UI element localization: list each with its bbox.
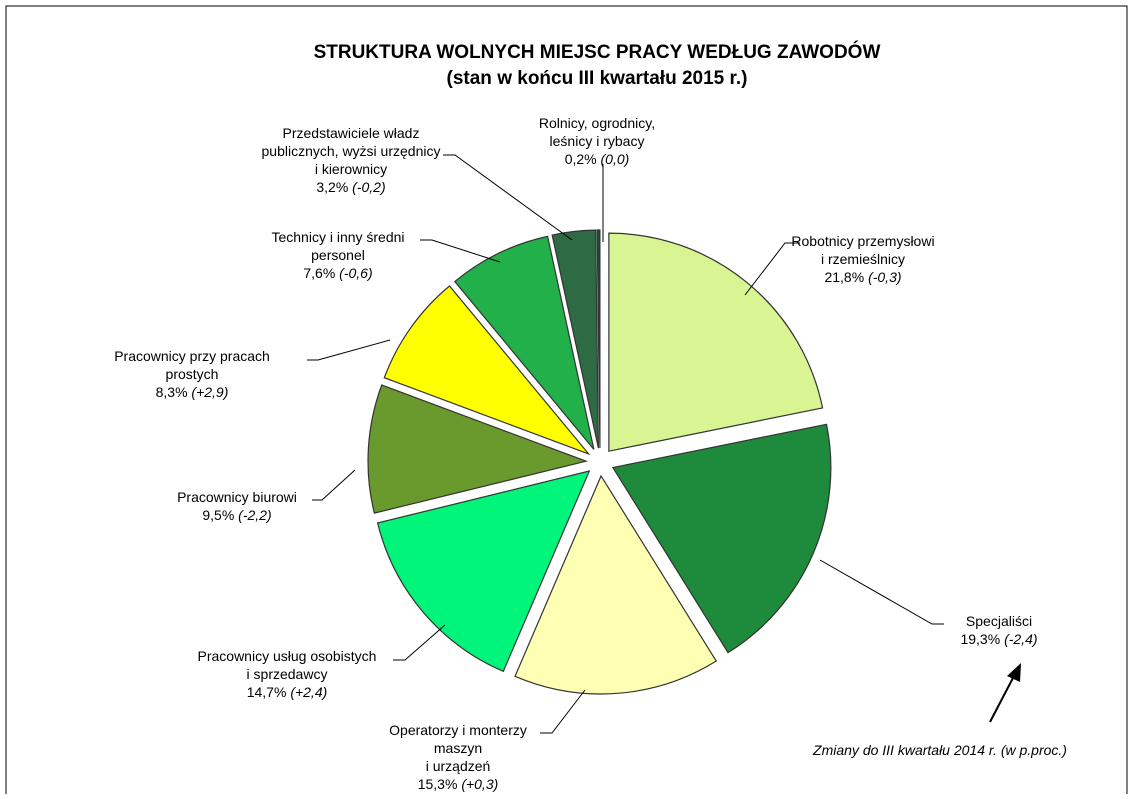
slice-label-line: maszyn xyxy=(434,740,482,756)
slice-label-line: i sprzedawcy xyxy=(247,666,328,682)
slice-label: Specjaliści xyxy=(966,613,1032,629)
chart-subtitle: (stan w końcu III kwartału 2015 r.) xyxy=(447,68,748,89)
slice-label-line: personel xyxy=(311,247,365,263)
annotation-arrow xyxy=(989,675,1015,723)
value-label: 3,2% xyxy=(316,179,348,195)
slice-value: 14,7% (+2,4) xyxy=(247,684,328,700)
slice-label: Rolnicy, ogrodnicy, leśnicy i rybacy xyxy=(539,115,655,149)
leader-line xyxy=(393,624,446,661)
slice-label: Operatorzy i monterzy maszyn i urządzeń xyxy=(389,722,527,774)
change-label: (0,0) xyxy=(601,151,630,167)
value-label: 7,6% xyxy=(303,265,335,281)
value-label: 14,7% xyxy=(247,684,287,700)
leader-line xyxy=(420,239,501,263)
change-label: (+2,4) xyxy=(290,684,327,700)
leader-line xyxy=(307,339,391,361)
value-label: 8,3% xyxy=(156,384,188,400)
slice-value: 19,3% (-2,4) xyxy=(960,631,1037,647)
slice-label-line: publicznych, wyżsi urzędnicy xyxy=(262,143,441,159)
slice-label: Pracownicy biurowi xyxy=(177,489,297,505)
chart-title: STRUKTURA WOLNYCH MIEJSC PRACY WEDŁUG ZA… xyxy=(314,41,881,63)
slice-label-line: Operatorzy i monterzy xyxy=(389,722,527,738)
pie-slice xyxy=(611,423,832,654)
change-label: (-2,2) xyxy=(238,507,271,523)
leader-line xyxy=(443,154,573,241)
slice-value: 9,5% (-2,2) xyxy=(202,507,271,523)
slice-label-line: leśnicy i rybacy xyxy=(550,133,645,149)
slice-value: 15,3% (+0,3) xyxy=(418,776,499,792)
slice-label-line: Robotnicy przemysłowi xyxy=(791,233,934,249)
change-label: (-0,3) xyxy=(868,269,901,285)
pie-slice xyxy=(514,474,718,695)
value-label: 9,5% xyxy=(202,507,234,523)
slice-value: 8,3% (+2,9) xyxy=(156,384,229,400)
slice-label-line: Pracownicy usług osobistych xyxy=(198,648,377,664)
frame xyxy=(5,5,1128,794)
leader-line xyxy=(819,559,944,625)
value-label: 15,3% xyxy=(418,776,458,792)
change-label: (-0,2) xyxy=(352,179,385,195)
slice-label: Przedstawiciele władz publicznych, wyżsi … xyxy=(262,125,441,177)
slice-label-line: Rolnicy, ogrodnicy, xyxy=(539,115,655,131)
slice-label: Pracownicy usług osobistych i sprzedawcy xyxy=(198,648,377,682)
slice-value: 7,6% (-0,6) xyxy=(303,265,372,281)
pie-slice xyxy=(608,232,824,452)
pie-slice xyxy=(376,470,591,673)
change-label: (+0,3) xyxy=(461,776,498,792)
slice-label-line: Pracownicy biurowi xyxy=(177,489,297,505)
slice-label: Technicy i inny średni personel xyxy=(271,229,404,263)
value-label: 21,8% xyxy=(824,269,864,285)
leader-line xyxy=(540,689,586,734)
slice-label-line: Przedstawiciele władz xyxy=(283,125,420,141)
slice-value: 3,2% (-0,2) xyxy=(316,179,385,195)
pie-slice xyxy=(367,384,589,514)
slice-value: 0,2% (0,0) xyxy=(565,151,630,167)
change-label: (+2,9) xyxy=(191,384,228,400)
slice-label-line: i urządzeń xyxy=(426,758,491,774)
slice-label-line: prostych xyxy=(166,366,219,382)
pie-slice xyxy=(453,235,595,450)
value-label: 19,3% xyxy=(960,631,1000,647)
slice-label: Pracownicy przy pracach prostych xyxy=(114,348,270,382)
pie-slice xyxy=(383,285,591,456)
pie-slice xyxy=(596,229,601,449)
slice-label-line: i rzemieślnicy xyxy=(821,251,905,267)
value-label: 0,2% xyxy=(565,151,597,167)
leader-line xyxy=(744,242,800,296)
slice-label-line: Specjaliści xyxy=(966,613,1032,629)
annotation: Zmiany do III kwartału 2014 r. (w p.proc… xyxy=(812,742,1067,758)
change-label: (-0,6) xyxy=(339,265,372,281)
slice-value: 21,8% (-0,3) xyxy=(824,269,901,285)
slice-label-line: i kierownicy xyxy=(315,161,387,177)
leader-line xyxy=(312,469,356,501)
slice-label-line: Pracownicy przy pracach xyxy=(114,348,270,364)
slice-label: Robotnicy przemysłowi i rzemieślnicy xyxy=(791,233,934,267)
pie-slice xyxy=(551,229,600,449)
slice-label-line: Technicy i inny średni xyxy=(271,229,404,245)
annotation-arrowhead xyxy=(1007,663,1021,682)
change-label: (-2,4) xyxy=(1004,631,1037,647)
